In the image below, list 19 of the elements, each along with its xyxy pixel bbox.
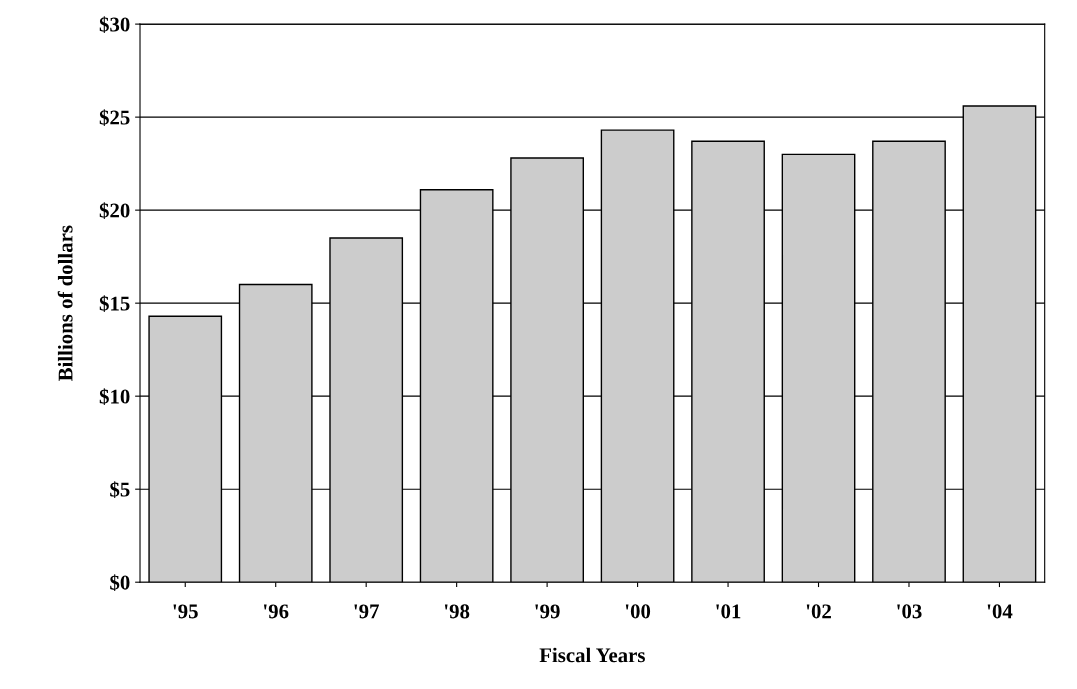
x-tick-label: '04 (987, 604, 1013, 619)
x-tick-label: '96 (263, 604, 289, 619)
x-tick-label: '97 (354, 604, 379, 619)
x-axis-title: Fiscal Years (539, 647, 645, 663)
y-tick-label: $10 (99, 388, 130, 405)
y-tick-label: $20 (99, 202, 130, 219)
y-tick-label: $0 (110, 574, 130, 592)
x-tick-label: '01 (716, 604, 741, 619)
x-tick-label: '98 (444, 604, 470, 619)
x-tick-label: '02 (806, 604, 831, 619)
y-tick-label: $5 (110, 481, 130, 499)
y-axis-title: Billions of dollars (57, 225, 73, 381)
y-tick-label: $25 (99, 109, 130, 126)
x-tick-label: '99 (535, 604, 560, 619)
x-tick-label: '00 (625, 604, 651, 619)
x-tick-label: '03 (897, 604, 922, 619)
x-tick-label: '95 (173, 604, 198, 619)
y-tick-label: $15 (99, 295, 130, 312)
y-tick-label: $30 (99, 16, 130, 33)
